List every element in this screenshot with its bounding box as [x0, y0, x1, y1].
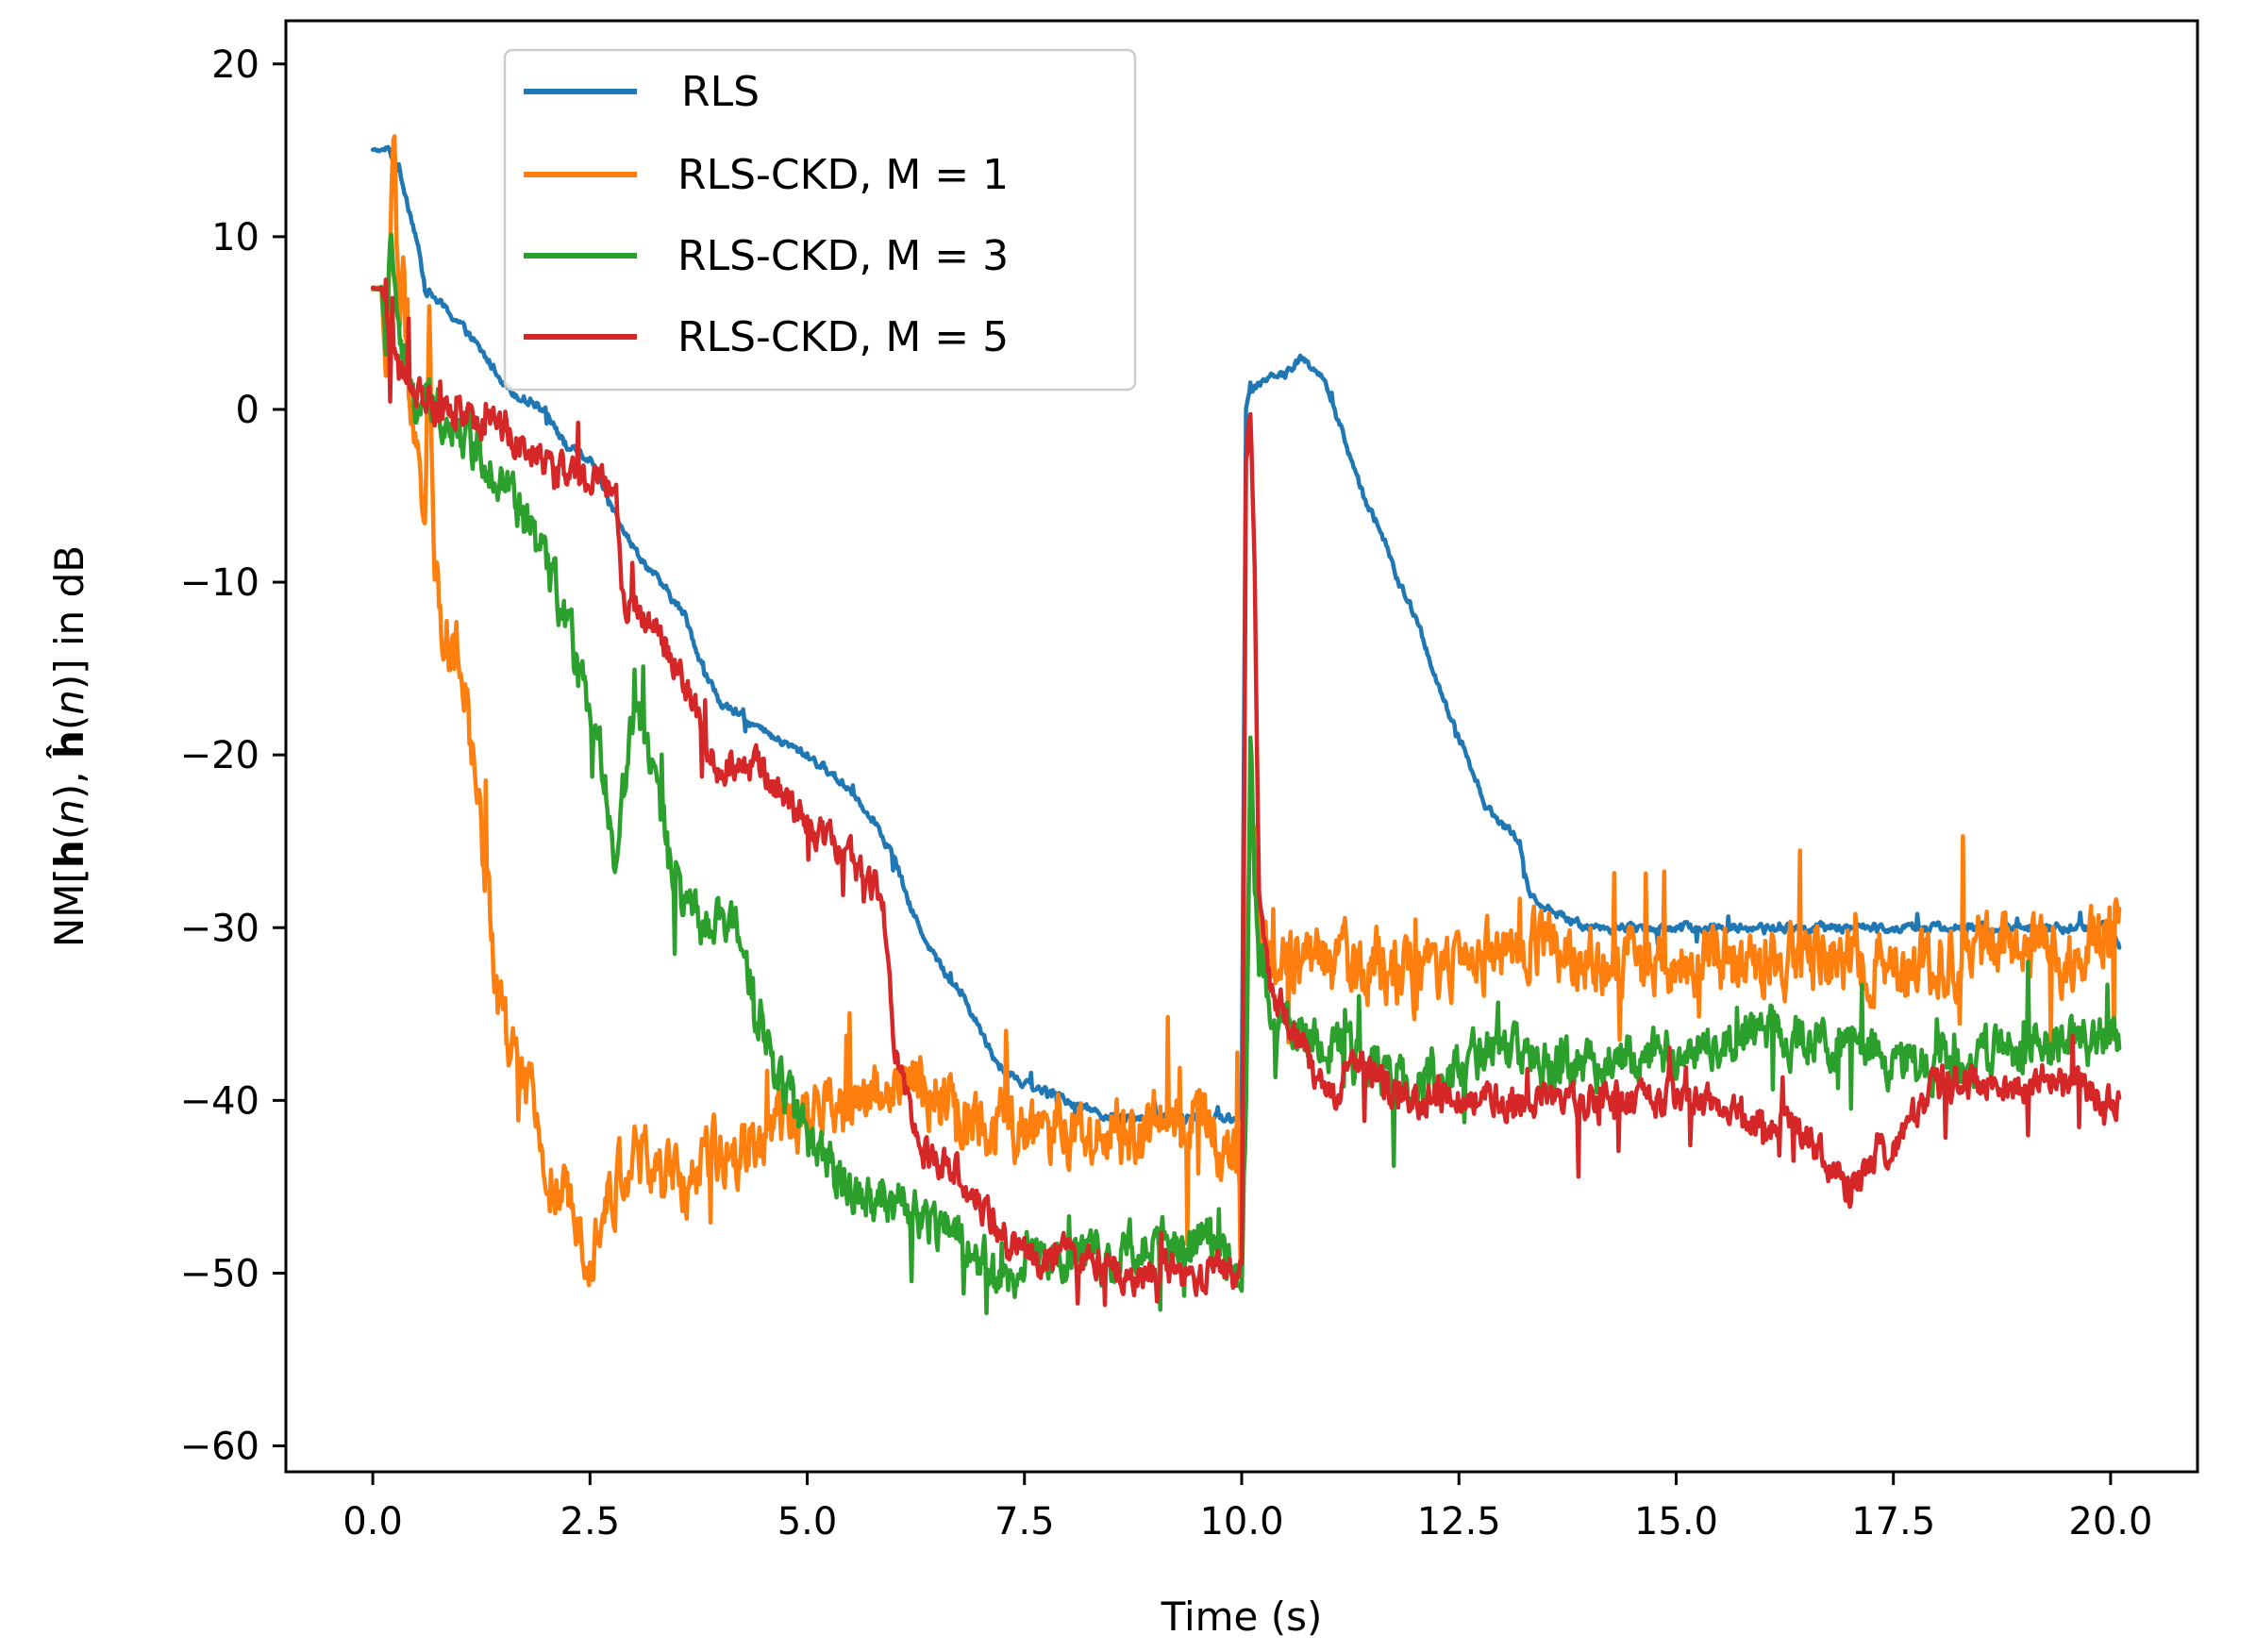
y-label-h: h [46, 840, 92, 868]
y-tick-label: −20 [180, 734, 259, 777]
y-label-prefix: NM[ [46, 868, 92, 947]
y-label-n2: n [46, 690, 92, 715]
rls-line [370, 144, 2122, 1132]
x-tick-label: 10.0 [1199, 1500, 1283, 1544]
y-label-open-paren-2: ( [46, 715, 92, 730]
y-label-sep: ), [46, 759, 92, 799]
legend-label-rls-ckd-m5: RLS-CKD, M = 5 [677, 313, 1009, 361]
y-axis-label: NM[h(n), ĥ(n)] in dB [45, 545, 92, 947]
y-tick-label: −60 [180, 1426, 259, 1469]
y-axis-ticks: 20 10 0 −10 −20 −30 −40 −50 −60 [180, 43, 286, 1469]
y-tick-label: −40 [180, 1079, 259, 1123]
x-tick-label: 5.0 [777, 1500, 838, 1544]
y-label-suffix: )] in dB [46, 545, 92, 690]
y-label-hhat: ĥ [45, 730, 92, 759]
x-axis-ticks: 0.0 2.5 5.0 7.5 10.0 12.5 15.0 17.5 20.0 [343, 1472, 2152, 1544]
x-tick-label: 2.5 [560, 1500, 621, 1544]
x-tick-label: 0.0 [343, 1500, 403, 1544]
rls-ckd-m3-line [370, 232, 2122, 1316]
legend-label-rls-ckd-m1: RLS-CKD, M = 1 [677, 151, 1009, 199]
legend-label-rls: RLS [681, 68, 760, 116]
x-tick-label: 17.5 [1851, 1500, 1935, 1544]
y-tick-label: 0 [236, 389, 259, 432]
x-tick-label: 7.5 [994, 1500, 1055, 1544]
y-label-open-paren-1: ( [46, 825, 92, 840]
legend-label-rls-ckd-m3: RLS-CKD, M = 3 [677, 232, 1009, 280]
y-tick-label: 10 [211, 216, 259, 259]
series-layer [370, 134, 2122, 1316]
legend: RLS RLS-CKD, M = 1 RLS-CKD, M = 3 RLS-CK… [503, 48, 1137, 392]
y-tick-label: −50 [180, 1252, 259, 1295]
x-tick-label: 12.5 [1417, 1500, 1501, 1544]
y-tick-label: 20 [211, 43, 259, 87]
y-tick-label: −10 [180, 561, 259, 605]
y-tick-label: −30 [180, 907, 259, 950]
x-tick-label: 20.0 [2068, 1500, 2152, 1544]
x-axis-label: Time (s) [1161, 1594, 1323, 1640]
rls-ckd-m5-line [370, 277, 2122, 1308]
y-label-n1: n [46, 799, 92, 825]
x-tick-label: 15.0 [1634, 1500, 1718, 1544]
legend-box [503, 48, 1137, 392]
